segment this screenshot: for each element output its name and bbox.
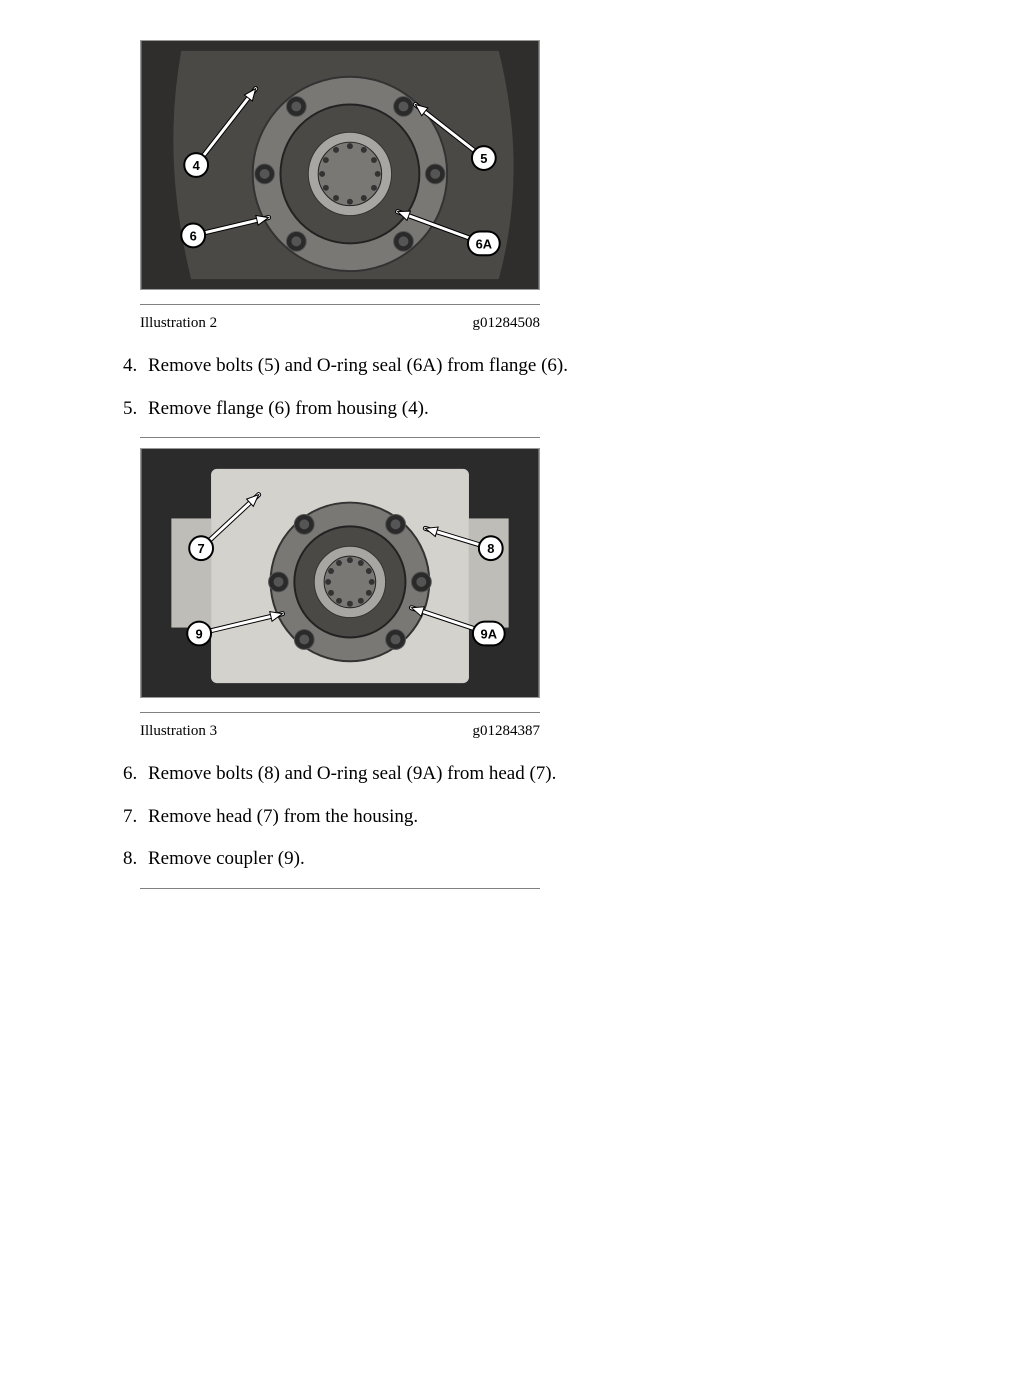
figure-3-divider-top (140, 437, 540, 438)
figure-3-caption-right: g01284387 (473, 723, 541, 740)
svg-text:7: 7 (198, 541, 205, 556)
document-page: 4 5 6 6A Illustration 2 g01284508 Remove bo… (0, 0, 1024, 949)
illustration-3-image: 7 8 9 9A (140, 448, 540, 698)
figure-3-caption: Illustration 3 g01284387 (140, 723, 540, 740)
figure-2-divider (140, 304, 540, 305)
step-8: Remove coupler (9). (142, 845, 924, 874)
svg-text:5: 5 (480, 151, 487, 166)
figure-2-block: 4 5 6 6A Illustration 2 g01284508 (140, 40, 924, 332)
step-7: Remove head (7) from the housing. (142, 803, 924, 832)
figure-3-block: 7 8 9 9A Illustration 3 g01284387 (140, 437, 924, 740)
svg-text:9A: 9A (481, 626, 497, 641)
trailing-divider-block (140, 888, 924, 889)
figure-2-caption-left: Illustration 2 (140, 315, 217, 332)
trailing-divider (140, 888, 540, 889)
illustration-2-image: 4 5 6 6A (140, 40, 540, 290)
figure-3-caption-left: Illustration 3 (140, 723, 217, 740)
step-6: Remove bolts (8) and O-ring seal (9A) fr… (142, 760, 924, 789)
steps-list-a: Remove bolts (5) and O-ring seal (6A) fr… (100, 352, 924, 423)
svg-text:6: 6 (190, 228, 197, 243)
svg-text:6A: 6A (476, 236, 492, 251)
steps-list-b: Remove bolts (8) and O-ring seal (9A) fr… (100, 760, 924, 874)
step-5: Remove flange (6) from housing (4). (142, 395, 924, 424)
figure-2-caption-right: g01284508 (473, 315, 541, 332)
step-4: Remove bolts (5) and O-ring seal (6A) fr… (142, 352, 924, 381)
figure-2-caption: Illustration 2 g01284508 (140, 315, 540, 332)
svg-text:8: 8 (487, 541, 494, 556)
svg-text:4: 4 (193, 158, 201, 173)
svg-text:9: 9 (196, 626, 203, 641)
figure-3-divider (140, 712, 540, 713)
